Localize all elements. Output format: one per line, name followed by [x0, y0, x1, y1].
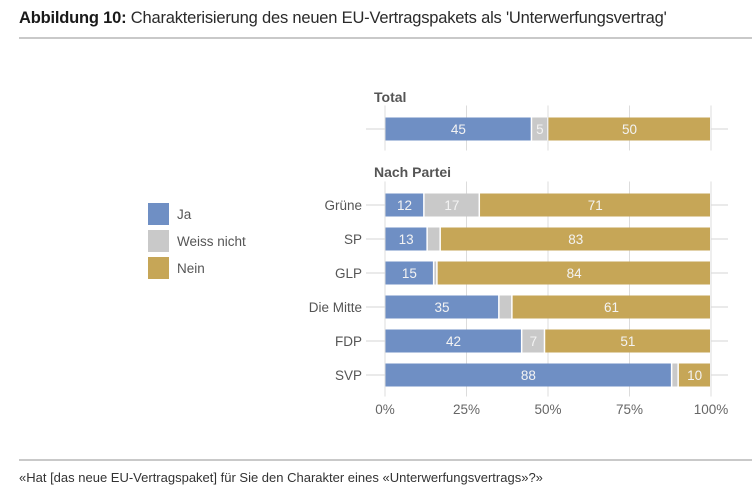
bar-total-nein	[548, 117, 710, 141]
value-label-glp-nein: 84	[567, 266, 583, 281]
bar-glp-ja	[385, 261, 433, 285]
bar-svp-weiss-nicht	[672, 363, 678, 387]
bar-grune-nein	[480, 193, 710, 217]
legend-label-ja: Ja	[177, 207, 192, 222]
header-divider	[19, 37, 752, 39]
legend-swatch-ja	[148, 203, 169, 225]
category-label-glp: GLP	[335, 266, 362, 281]
category-label-sp: SP	[344, 232, 362, 247]
value-label-sp-ja: 13	[399, 232, 414, 247]
bar-grune-ja	[385, 193, 424, 217]
value-label-glp-ja: 15	[402, 266, 417, 281]
x-tick-label: 50%	[534, 402, 561, 417]
bar-total-ja	[385, 117, 531, 141]
category-label-fdp: FDP	[335, 334, 362, 349]
bar-glp-weiss-nicht	[434, 261, 437, 285]
value-label-total-weiss-nicht: 5	[536, 122, 544, 137]
bar-die-mitte-nein	[512, 295, 710, 319]
figure-caption: Charakterisierung des neuen EU-Vertragsp…	[126, 9, 667, 27]
bar-sp-weiss-nicht	[427, 227, 440, 251]
value-label-sp-nein: 83	[568, 232, 583, 247]
section-label: Total	[374, 89, 406, 105]
bar-sp-ja	[385, 227, 427, 251]
value-label-total-ja: 45	[451, 122, 466, 137]
value-label-total-nein: 50	[622, 122, 637, 137]
bar-svp-nein	[678, 363, 710, 387]
legend-label-weiss-nicht: Weiss nicht	[177, 234, 246, 249]
bar-total-weiss-nicht	[532, 117, 547, 141]
bar-grune-weiss-nicht	[424, 193, 479, 217]
x-tick-label: 100%	[694, 402, 729, 417]
x-tick-label: 25%	[453, 402, 480, 417]
stacked-bar-chart: Total 45 5 50 Nach Partei Grüne 12 17 71 SP 13 83 GL…	[148, 89, 729, 417]
figure-number: Abbildung 10:	[19, 9, 127, 27]
value-label-fdp-ja: 42	[446, 334, 461, 349]
bar-die-mitte-weiss-nicht	[499, 295, 512, 319]
section-label: Nach Partei	[374, 164, 451, 180]
bar-sp-nein	[440, 227, 710, 251]
bar-die-mitte-ja	[385, 295, 499, 319]
value-label-grune-ja: 12	[397, 198, 412, 213]
value-label-svp-ja: 88	[521, 368, 536, 383]
value-label-die-mitte-nein: 61	[604, 300, 619, 315]
bar-svp-ja	[385, 363, 671, 387]
x-tick-label: 75%	[616, 402, 643, 417]
figure-title: Abbildung 10: Charakterisierung des neue…	[19, 9, 667, 28]
legend-swatch-nein	[148, 257, 169, 279]
category-label-svp: SVP	[335, 368, 362, 383]
bar-fdp-ja	[385, 329, 521, 353]
bar-fdp-weiss-nicht	[522, 329, 544, 353]
survey-question-footnote: «Hat [das neue EU-Vertragspaket] für Sie…	[19, 470, 543, 485]
bar-glp-nein	[437, 261, 710, 285]
footer-divider	[19, 459, 752, 461]
legend-swatch-weiss-nicht	[148, 230, 169, 252]
value-label-fdp-weiss-nicht: 7	[530, 334, 538, 349]
value-label-fdp-nein: 51	[620, 334, 635, 349]
bar-fdp-nein	[545, 329, 710, 353]
value-label-grune-nein: 71	[588, 198, 603, 213]
category-label-grune: Grüne	[324, 198, 362, 213]
value-label-die-mitte-ja: 35	[435, 300, 450, 315]
x-tick-label: 0%	[375, 402, 395, 417]
value-label-grune-weiss-nicht: 17	[444, 198, 459, 213]
category-label-die-mitte: Die Mitte	[309, 300, 362, 315]
legend-label-nein: Nein	[177, 261, 205, 276]
value-label-svp-nein: 10	[687, 368, 702, 383]
